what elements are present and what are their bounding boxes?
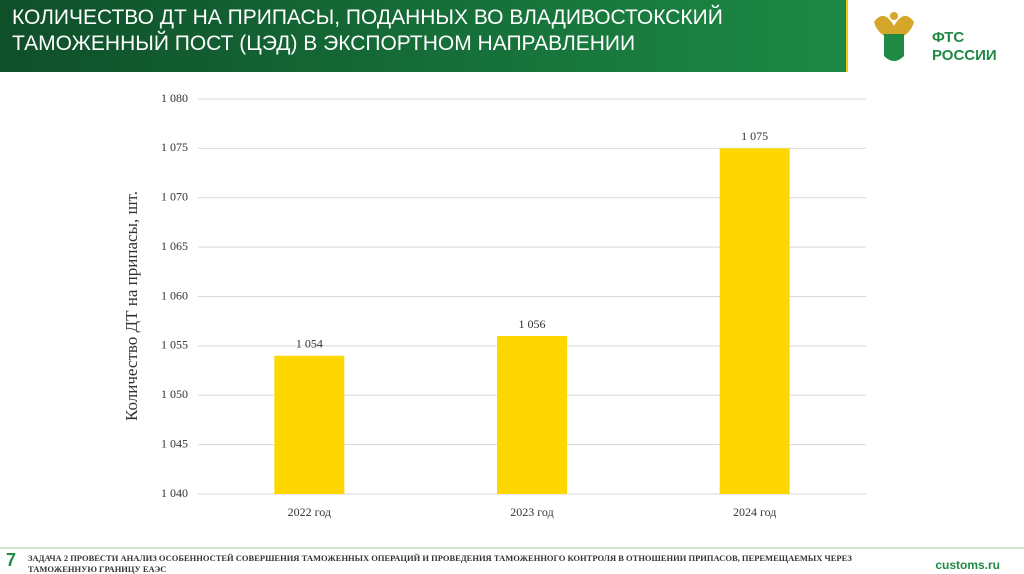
slide-title: ТАМОЖЕННЫЙ ПОСТ (ЦЭД) В ЭКСПОРТНОМ НАПРА… xyxy=(12,31,635,55)
y-axis-label: Количество ДТ на припасы, шт. xyxy=(122,191,141,421)
bar xyxy=(719,148,790,494)
chart: Количество ДТ на припасы, шт. 1 040 1 045… xyxy=(122,91,866,519)
y-tick-label: 1 045 xyxy=(161,436,188,450)
y-tick-label: 1 055 xyxy=(161,338,188,352)
header-bar xyxy=(0,0,848,72)
bar xyxy=(497,336,567,494)
x-tick-label: 2022 год xyxy=(288,505,331,519)
x-tick-label: 2023 год xyxy=(510,505,553,519)
y-tick-label: 1 040 xyxy=(161,486,188,500)
bar xyxy=(274,355,345,494)
logo-text: РОССИИ xyxy=(932,47,997,64)
page-number: 7 xyxy=(6,550,16,570)
y-tick-label: 1 065 xyxy=(161,239,188,253)
site-link: customs.ru xyxy=(935,558,1000,572)
value-label: 1 056 xyxy=(519,317,546,331)
y-tick-label: 1 080 xyxy=(161,91,188,105)
y-tick-label: 1 050 xyxy=(161,387,188,401)
logo-emblem xyxy=(874,12,914,61)
footer-text: ТАМОЖЕННУЮ ГРАНИЦУ ЕАЭС xyxy=(28,564,166,574)
y-tick-label: 1 070 xyxy=(161,190,188,204)
y-tick-label: 1 060 xyxy=(161,288,188,302)
footer-text: ЗАДАЧА 2 ПРОВЕСТИ АНАЛИЗ ОСОБЕННОСТЕЙ СО… xyxy=(28,553,852,563)
value-label: 1 075 xyxy=(741,129,768,143)
value-label: 1 054 xyxy=(296,337,323,351)
y-tick-label: 1 075 xyxy=(161,140,188,154)
logo-text: ФТС xyxy=(932,29,964,46)
slide-title: КОЛИЧЕСТВО ДТ НА ПРИПАСЫ, ПОДАННЫХ ВО ВЛ… xyxy=(12,5,723,29)
header-accent xyxy=(846,0,848,72)
x-tick-label: 2024 год xyxy=(733,505,776,519)
